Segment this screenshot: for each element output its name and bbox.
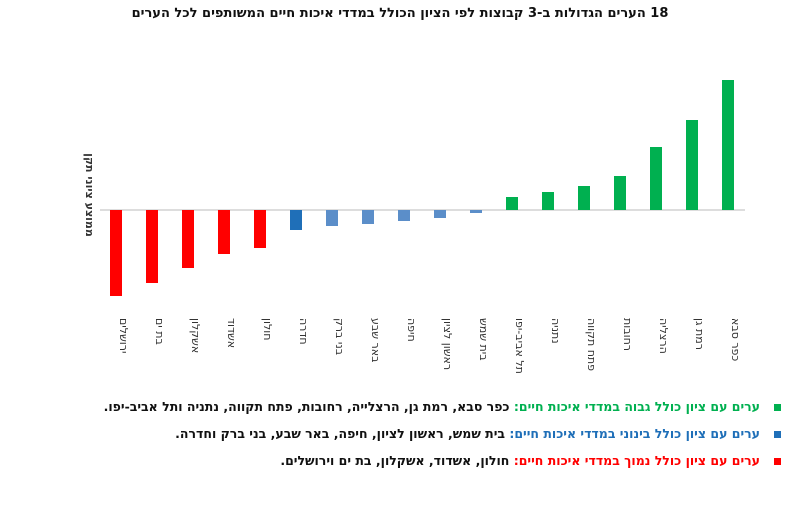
x-tick-label: אשדוד (225, 318, 238, 348)
y-axis-label: ממוצע ציוני תקן (83, 153, 96, 237)
bar (254, 210, 266, 248)
legend-text: חולון, אשדוד, אשקלון, בת ים וירושלים. (280, 453, 510, 468)
legend-marker (774, 458, 781, 465)
legend-text: בית שמש, ראשון לציון, חיפה, באר שבע, בני… (175, 426, 505, 441)
x-tick-label: רחובות (621, 318, 634, 351)
x-tick-label: בני ברק (333, 318, 346, 355)
bar (326, 210, 338, 226)
x-tick-label: חולון (261, 318, 274, 340)
x-tick-label: ראשון לציון (441, 318, 454, 370)
chart: 18 הערים הגדולות ב-3 קבוצות לפי הציון הכ… (83, 6, 745, 374)
bar (362, 210, 374, 224)
legend-item: ערים עם ציון כולל נמוך במדדי איכות חיים:… (70, 452, 785, 470)
x-tick-label: בת ים (153, 318, 166, 345)
bar (650, 147, 662, 210)
legend-marker (774, 404, 781, 411)
x-tick-label: רמת גן (693, 318, 706, 350)
legend-marker (774, 431, 781, 438)
bar (290, 210, 302, 230)
legend-label: ערים עם ציון כולל נמוך במדדי איכות חיים: (513, 453, 760, 468)
legend-notes: ערים עם ציון כולל גבוה במדדי איכות חיים:… (70, 398, 785, 479)
x-tick-label: חדרה (297, 318, 310, 345)
bar (614, 176, 626, 210)
bar (218, 210, 230, 254)
bar (434, 210, 446, 218)
bar (110, 210, 122, 296)
bar (398, 210, 410, 221)
bar (542, 192, 554, 210)
x-tick-label: ירושלים (117, 318, 130, 353)
legend-label: ערים עם ציון כולל בינוני במדדי איכות חיי… (509, 426, 760, 441)
x-tick-label: פתח תקווה (585, 318, 598, 371)
x-tick-label: בית שמש (477, 318, 490, 361)
bar (146, 210, 158, 283)
x-tick-label: נתניה (549, 318, 562, 344)
x-tick-label: תל אביב-יפו (513, 318, 526, 374)
x-tick-label: באר שבע (369, 318, 382, 362)
chart-title: 18 הערים הגדולות ב-3 קבוצות לפי הציון הכ… (132, 6, 669, 21)
legend-item: ערים עם ציון כולל גבוה במדדי איכות חיים:… (70, 398, 785, 416)
bar (506, 197, 518, 210)
legend-text: כפר סבא, רמת גן, הרצלייה, רחובות, פתח תק… (103, 399, 510, 414)
x-tick-label: חיפה (405, 318, 418, 342)
bar (686, 120, 698, 210)
bar (578, 186, 590, 210)
bar (470, 210, 482, 213)
legend-item: ערים עם ציון כולל בינוני במדדי איכות חיי… (70, 425, 785, 443)
bar (722, 80, 734, 210)
x-tick-label: כפר סבא (729, 318, 742, 361)
legend-label: ערים עם ציון כולל גבוה במדדי איכות חיים: (513, 399, 760, 414)
bar (182, 210, 194, 268)
x-tick-label: אשקלון (189, 318, 202, 353)
x-tick-label: הרצליה (657, 318, 670, 354)
